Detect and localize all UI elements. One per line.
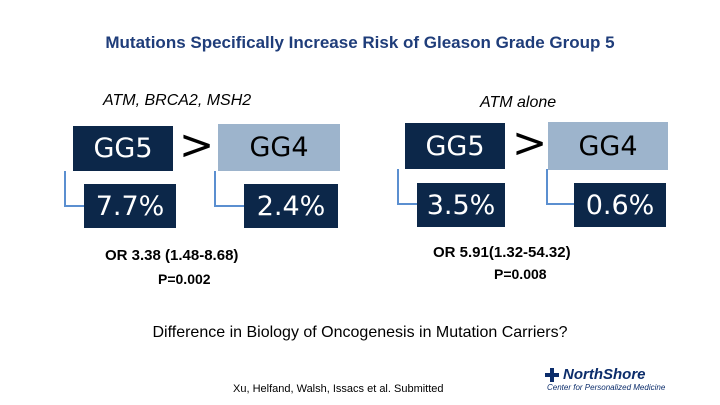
left-panel-label: ATM, BRCA2, MSH2 [103, 92, 252, 109]
citation: Xu, Helfand, Walsh, Issacs et al. Submit… [233, 383, 444, 395]
left-pct-low-text: 2.4% [256, 190, 326, 222]
right-connector-low [546, 169, 576, 205]
northshore-logo: NorthShore Center for Personalized Medic… [545, 366, 695, 402]
left-p-value: P=0.002 [158, 271, 211, 287]
left-connector-high [64, 171, 86, 207]
left-pct-low-box: 2.4% [244, 184, 338, 228]
left-gg5-box: GG5 [73, 126, 173, 171]
logo-subtitle: Center for Personalized Medicine [547, 383, 666, 392]
left-gg5-text: GG5 [93, 133, 153, 164]
right-gg4-text: GG4 [578, 130, 638, 162]
right-panel-label: ATM alone [480, 94, 557, 111]
logo-name: NorthShore [563, 366, 646, 383]
right-pct-high-box: 3.5% [417, 183, 505, 227]
right-greater-than: > [512, 118, 548, 167]
medical-cross-icon [545, 367, 559, 382]
right-pct-high-text: 3.5% [426, 189, 496, 221]
left-gg4-box: GG4 [218, 124, 340, 171]
right-gg5-box: GG5 [405, 123, 505, 169]
left-gg4-text: GG4 [249, 132, 309, 163]
right-odds-ratio: OR 5.91(1.32-54.32) [433, 244, 571, 261]
slide-title: Mutations Specifically Increase Risk of … [105, 33, 615, 52]
right-pct-low-box: 0.6% [574, 183, 666, 227]
right-gg4-box: GG4 [548, 122, 668, 170]
right-gg5-text: GG5 [425, 130, 485, 162]
left-pct-high-text: 7.7% [95, 190, 165, 222]
left-greater-than: > [179, 120, 215, 169]
question-text: Difference in Biology of Oncogenesis in … [152, 324, 568, 341]
left-pct-high-box: 7.7% [84, 184, 176, 228]
left-connector-low [214, 171, 246, 207]
left-odds-ratio: OR 3.38 (1.48-8.68) [105, 247, 239, 264]
right-p-value: P=0.008 [494, 266, 547, 282]
right-pct-low-text: 0.6% [585, 189, 655, 221]
right-connector-high [397, 169, 419, 205]
